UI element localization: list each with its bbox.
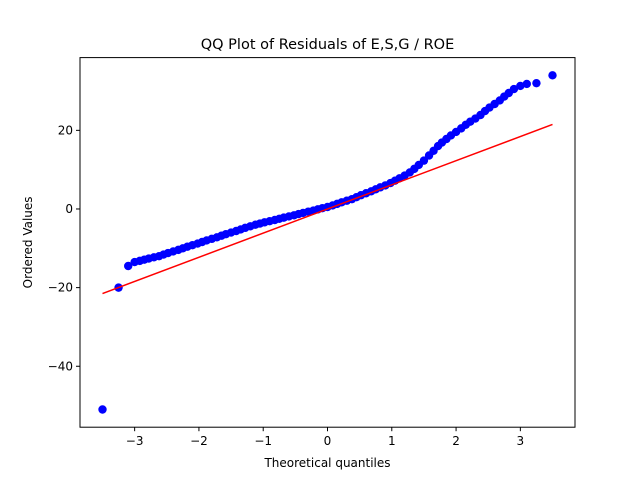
data-point — [548, 71, 557, 80]
data-point — [124, 261, 133, 271]
y-tick-label: 0 — [65, 202, 73, 216]
x-tick-label: 2 — [452, 434, 460, 448]
y-axis-label: Ordered Values — [21, 196, 35, 288]
y-tick-label: 20 — [58, 123, 73, 137]
x-tick-label: 1 — [388, 434, 396, 448]
data-point — [516, 81, 525, 91]
data-point — [532, 78, 541, 88]
x-tick-label: −2 — [190, 434, 208, 448]
x-tick-label: 3 — [517, 434, 525, 448]
y-tick-label: −20 — [48, 281, 73, 295]
y-axis-ticks: −40 −20 0 20 — [48, 123, 80, 373]
data-point — [509, 84, 519, 94]
data-point — [98, 405, 107, 414]
plot-area — [79, 57, 576, 428]
data-point — [419, 156, 429, 165]
x-tick-label: −3 — [126, 434, 144, 448]
fit-line — [102, 123, 553, 295]
data-point — [522, 79, 531, 89]
x-tick-label: −1 — [254, 434, 272, 448]
chart-title: QQ Plot of Residuals of E,S,G / ROE — [201, 37, 455, 53]
x-tick-label: 0 — [324, 434, 332, 448]
y-tick-label: −40 — [48, 359, 73, 373]
x-axis-label: Theoretical quantiles — [263, 456, 390, 470]
plot-frame — [80, 57, 575, 428]
x-axis-ticks: −3 −2 −1 0 1 2 3 — [126, 427, 524, 448]
